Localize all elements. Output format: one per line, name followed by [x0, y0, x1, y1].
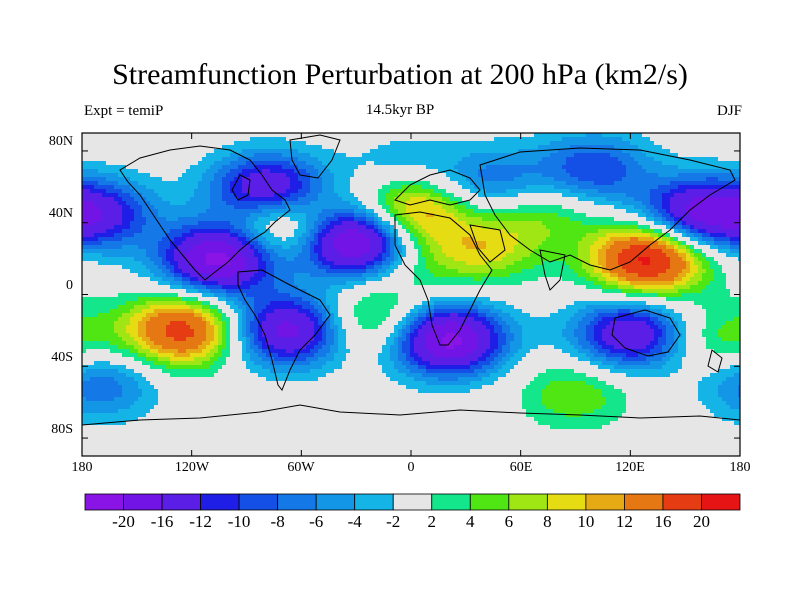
lat-label-80s: 80S	[51, 422, 73, 437]
colorbar-label: 16	[654, 512, 672, 531]
colorbar-swatch	[200, 493, 240, 511]
colorbar-swatch	[123, 493, 163, 511]
lon-label-60w: 60W	[287, 460, 315, 475]
colorbar-swatch	[508, 493, 548, 511]
colorbar-swatch	[277, 493, 317, 511]
coastlines	[82, 134, 740, 426]
coastline-north-america	[119, 145, 291, 281]
colorbar-label: 10	[577, 512, 595, 531]
lon-label-120w: 120W	[174, 460, 210, 475]
colorbar-swatch	[84, 493, 124, 511]
coastline-europe	[394, 169, 481, 206]
colorbar-swatch	[546, 493, 587, 511]
lat-label-80n: 80N	[48, 134, 73, 149]
axis-ticks	[81, 133, 741, 456]
coastline-india	[539, 249, 566, 291]
coastline-africa	[394, 211, 493, 346]
lon-label-180w: 180	[71, 460, 93, 475]
period-label: 14.5kyr BP	[365, 102, 435, 118]
experiment-label: Expt = temiP	[84, 103, 164, 119]
colorbar-swatch	[469, 493, 510, 511]
lon-label-120e: 120E	[615, 460, 645, 475]
colorbar-label: 12	[615, 512, 633, 531]
coastline-antarctica	[82, 404, 740, 426]
colorbar	[84, 493, 741, 511]
coastline-greenland	[289, 134, 341, 179]
colorbar-label: -20	[112, 512, 135, 531]
lon-label-60e: 60E	[509, 460, 533, 475]
colorbar-label: 6	[504, 512, 514, 531]
colorbar-label: -8	[270, 512, 285, 531]
plot-title: Streamfunction Perturbation at 200 hPa (…	[112, 58, 688, 91]
colorbar-swatch	[585, 493, 625, 511]
colorbar-label: 4	[466, 512, 475, 531]
lon-label-180e: 180	[729, 460, 751, 475]
colorbar-label: 20	[692, 512, 710, 531]
season-label: DJF	[716, 103, 742, 119]
colorbar-swatch	[238, 493, 279, 511]
colorbar-label: 2	[427, 512, 437, 531]
colorbar-swatch	[161, 493, 201, 511]
colorbar-swatch	[431, 493, 471, 511]
colorbar-swatch	[662, 493, 702, 511]
colorbar-label: -12	[189, 512, 212, 531]
lat-label-0: 0	[66, 278, 73, 293]
colorbar-label: 8	[543, 512, 552, 531]
colorbar-swatch	[315, 493, 356, 511]
colorbar-swatch	[354, 493, 394, 511]
coastline-asia	[479, 147, 736, 271]
coastline-hudson-bay	[231, 174, 251, 201]
colorbar-label: -2	[386, 512, 401, 531]
lat-label-40s: 40S	[51, 350, 73, 365]
colorbar-label: -6	[309, 512, 324, 531]
coastline-south-america	[237, 269, 331, 391]
contour-field	[82, 133, 740, 456]
coastline-australia	[611, 309, 681, 357]
coastline-new-zealand	[707, 349, 723, 373]
coastline-arabia	[469, 224, 506, 263]
colorbar-swatch	[624, 493, 664, 511]
colorbar-swatch	[392, 493, 433, 511]
lon-label-0: 0	[407, 460, 415, 475]
colorbar-label: -4	[347, 512, 362, 531]
colorbar-label: -10	[227, 512, 251, 531]
lat-label-40n: 40N	[48, 206, 73, 221]
colorbar-label: -16	[150, 512, 174, 531]
colorbar-swatch	[701, 493, 741, 511]
